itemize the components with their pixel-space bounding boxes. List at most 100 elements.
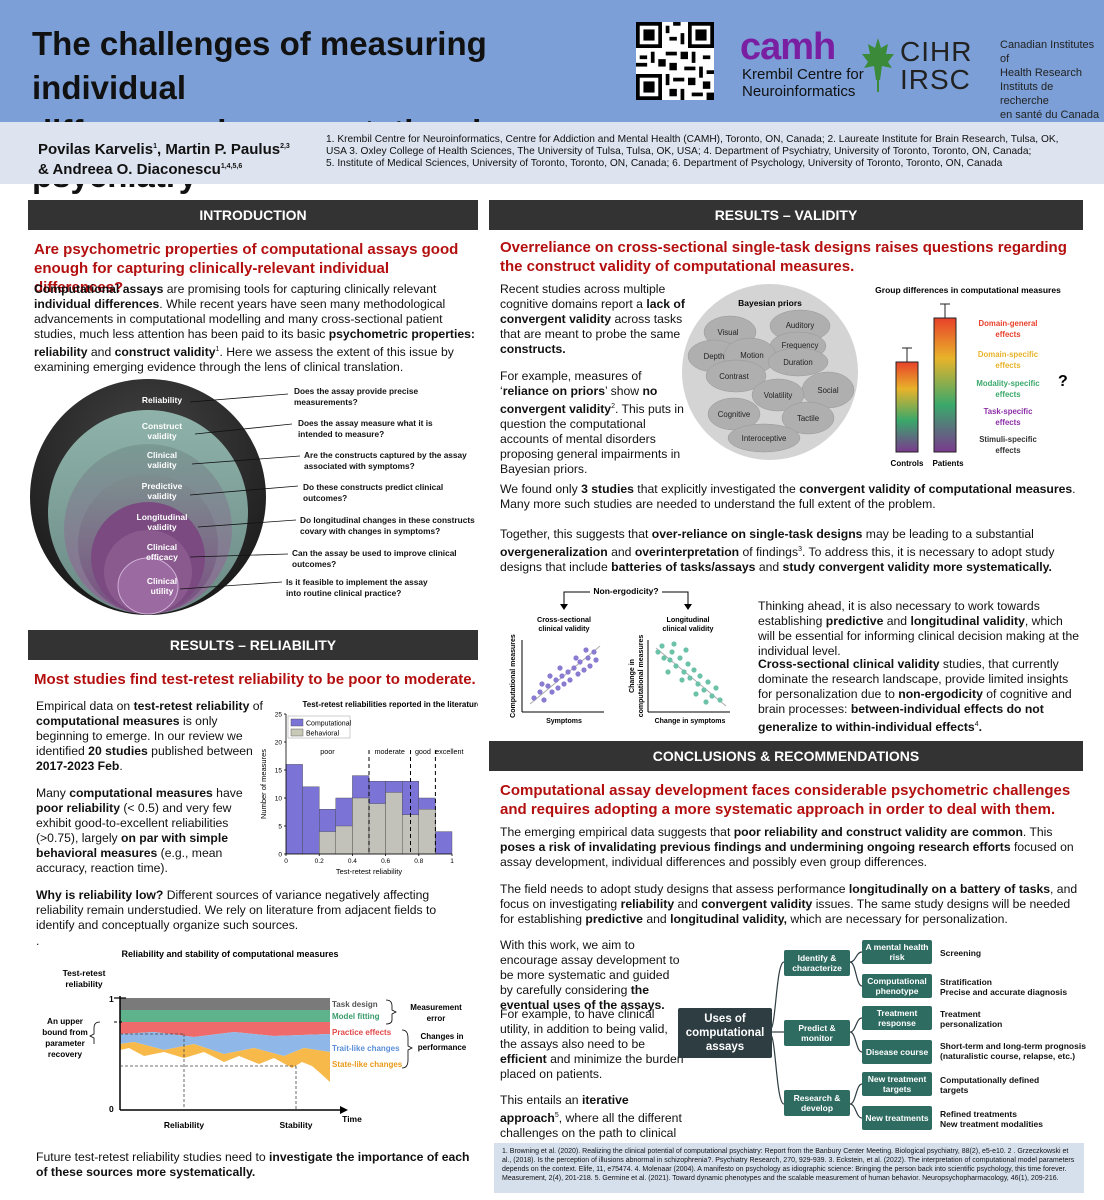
bayes-item: Cognitive <box>718 410 751 419</box>
tree-mid-research: Research & develop <box>784 1090 850 1116</box>
bayes-item: Interoceptive <box>742 434 787 443</box>
bayes-item: Duration <box>783 358 812 367</box>
bayes-item: Depth <box>704 352 725 361</box>
tree-leaf: A mental health risk <box>862 940 932 964</box>
tree-leaf: New treatments <box>862 1106 932 1130</box>
question-mark: ? <box>1058 373 1068 390</box>
layer-practice-effects <box>120 1022 330 1037</box>
reliability-stability-diagram: Reliability and stability of computation… <box>42 949 467 1130</box>
bar-behavioral <box>385 792 403 855</box>
reliability-para-4: Future test-retest reliability studies n… <box>36 1150 470 1179</box>
patients-label: Patients <box>932 459 964 468</box>
cihr-logo-text: CIHR IRSC <box>900 36 973 95</box>
circle-label: utility <box>151 586 174 596</box>
layer-task-design <box>120 998 330 1010</box>
circle-label: validity <box>147 522 177 532</box>
bar-behavioral <box>418 808 436 855</box>
intro-header: INTRODUCTION <box>28 200 478 230</box>
circle-question: Are the constructs captured by the assay… <box>304 450 467 471</box>
conclusions-header: CONCLUSIONS & RECOMMENDATIONS <box>489 741 1083 771</box>
circle-label: validity <box>147 491 177 501</box>
authors-band <box>0 122 1104 184</box>
conclusions-para-3: With this work, we aim to encourage assa… <box>500 938 680 1012</box>
stray-dot: . <box>36 934 40 948</box>
upper-bound-label: bound from <box>42 1028 87 1037</box>
ergo-right-x: Change in symptoms <box>655 718 726 725</box>
author-list: Povilas Karvelis1, Martin P. Paulus2,3 &… <box>38 141 290 178</box>
reliability-histogram: Test-retest reliabilities reported in th… <box>259 700 478 876</box>
x-label-time: Time <box>342 1114 362 1124</box>
affiliations: 1. Krembil Centre for Neuroinformatics, … <box>326 134 1059 170</box>
tree-outcome: Stratification Precise and accurate diagn… <box>940 977 1068 997</box>
tree-root: Uses of computational assays <box>678 1008 772 1058</box>
bar-computational <box>435 831 453 855</box>
circle-label: Construct <box>142 421 182 431</box>
header-banner <box>0 0 1104 122</box>
bayesian-priors-diagram: Bayesian priors Visual Auditory Frequenc… <box>682 284 858 460</box>
bayes-item: Motion <box>740 351 763 360</box>
tree-leaf: New treatment targets <box>862 1072 932 1096</box>
group-title: Group differences in computational measu… <box>875 285 1061 295</box>
circle-label: efficacy <box>146 552 178 562</box>
validity-para-3: We found only 3 studies that explicitly … <box>500 482 1076 511</box>
ergo-left-x: Symptoms <box>546 718 582 725</box>
layer-state-like <box>120 1042 330 1082</box>
circle-question: Do these constructs predict clinical outc… <box>303 482 443 503</box>
intro-question: Are psychometric properties of computati… <box>34 241 459 296</box>
bayes-item: Tactile <box>797 414 819 423</box>
effect-label: Task-specific effects <box>984 407 1033 427</box>
ergo-right-title: Longitudinal clinical validity <box>662 615 713 633</box>
x-tick-label: 0 <box>284 858 288 865</box>
y-tick-label: 15 <box>275 768 283 775</box>
ergo-right-y: Change in computational measures <box>629 635 645 718</box>
circle-question: Does the assay provide precise measuremen… <box>294 386 418 407</box>
bayes-item: Volatility <box>764 391 793 400</box>
circle-question: Can the assay be used to improve clinica… <box>292 548 457 569</box>
reliability-para-3: Why is reliability low? Different source… <box>36 888 437 932</box>
layer-trait-like <box>120 1032 330 1056</box>
tree-mid-predict: Predict & monitor <box>784 1020 850 1046</box>
region-label: poor <box>320 747 335 756</box>
qr-code-icon[interactable] <box>636 22 714 100</box>
bar-behavioral <box>335 825 353 855</box>
references: 1. Browning et al. (2020). Realizing the… <box>494 1143 1084 1193</box>
group-label: performance <box>418 1043 467 1052</box>
intro-paragraph: Computational assays are promising tools… <box>34 282 475 375</box>
bar-computational <box>285 764 303 855</box>
conclusions-para-2: The field needs to adopt study designs t… <box>500 882 1078 926</box>
group-label: Changes in <box>420 1032 463 1041</box>
x-tick-label: 0.6 <box>381 858 390 865</box>
effect-label: Domain-specific effects <box>978 350 1039 370</box>
upper-bound-label: An upper <box>47 1017 84 1026</box>
group-differences-diagram: Group differences in computational measu… <box>875 285 1068 468</box>
validity-para-5: Thinking ahead, it is also necessary to … <box>758 599 1080 658</box>
nested-validity-diagram: Reliability Construct validity Clinical … <box>30 379 475 615</box>
circle-label: validity <box>147 431 177 441</box>
validity-question: Overreliance on cross-sectional single-t… <box>500 239 1067 275</box>
tree-leaf: Computational phenotype <box>862 974 932 998</box>
tree-leaf: Disease course <box>862 1040 932 1064</box>
x-tick-label: 0.4 <box>348 858 357 865</box>
layer-label: Trait-like changes <box>332 1044 400 1053</box>
group-label: error <box>427 1014 446 1023</box>
validity-header: RESULTS – VALIDITY <box>489 200 1083 230</box>
region-label: excellent <box>435 747 463 756</box>
legend-label: Behavioral <box>306 731 340 738</box>
y-tick-1: 1 <box>109 994 114 1004</box>
x-tick-label: 0.2 <box>315 858 324 865</box>
x-tick-label: 0.8 <box>414 858 423 865</box>
bayes-item: Social <box>817 386 839 395</box>
bayes-item: Auditory <box>786 321 815 330</box>
reliability-question: Most studies find test-retest reliabilit… <box>34 671 476 688</box>
tree-leaf: Treatment response <box>862 1006 932 1030</box>
y-tick-label: 10 <box>275 796 283 803</box>
legend-swatch <box>290 728 304 737</box>
circle-clinical-utility <box>117 557 179 615</box>
region-label: good <box>415 747 431 756</box>
y-tick-label: 25 <box>275 712 283 719</box>
reliability-para-1: Empirical data on test-retest reliabilit… <box>36 699 263 773</box>
conclusions-question: Computational assay development faces co… <box>500 782 1071 818</box>
controls-bar <box>895 361 919 453</box>
y-tick-label: 5 <box>278 824 282 831</box>
group-label: Measurement <box>410 1003 462 1012</box>
